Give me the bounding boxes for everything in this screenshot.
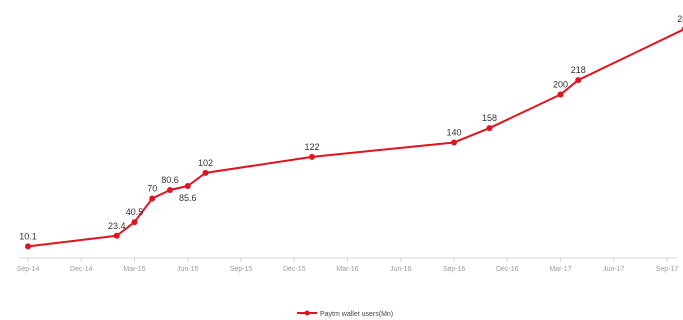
data-label: 10.1 [19,231,37,241]
x-tick-label: Sep-17 [656,266,679,273]
x-axis-ticks: Sep-14 Dec-14 Mar-15 Jun-15 Sep-15 Dec-15 Mar-… [17,258,679,273]
data-label: 102 [198,158,213,168]
data-points-layer [25,26,683,250]
data-point [149,195,156,202]
x-tick-label: Sep-15 [230,266,253,273]
data-point [451,139,457,146]
data-point [309,153,315,160]
data-point [557,91,564,98]
x-tick-label: Sep-14 [17,266,40,273]
data-label: 80.6 [161,175,179,185]
data-point [167,187,173,193]
x-tick-label: Jun-15 [177,266,199,273]
data-label: 70 [147,183,157,193]
x-tick-label: Jun-17 [603,266,625,273]
legend-marker [304,310,310,316]
data-label: 122 [304,142,319,152]
x-tick-label: Mar-16 [336,266,358,273]
data-label: 200 [553,79,568,89]
x-tick-label: Mar-15 [123,266,145,273]
x-tick-label: Jun-16 [390,266,412,273]
data-label: 158 [482,113,497,123]
data-label: 23.4 [108,221,126,231]
legend-label: Paytm wallet users(Mn) [320,311,393,318]
data-label: 85.6 [179,193,197,203]
data-point [486,125,493,132]
data-label: 218 [571,65,586,75]
data-labels-layer: 10.1 23.440.5 70 80.685.6 102 122 140 158 200218… [19,14,683,242]
data-label: 282 [677,14,683,24]
data-point [202,169,209,176]
data-point [575,77,582,84]
x-tick-label: Dec-14 [70,266,93,273]
x-tick-label: Mar-17 [549,266,571,273]
data-point [25,243,31,250]
data-label: 140 [446,127,461,137]
x-tick-label: Sep-16 [443,266,466,273]
legend: Paytm wallet users(Mn) [297,310,393,318]
x-tick-label: Dec-16 [496,266,519,273]
data-point [184,183,191,189]
data-point [113,232,120,239]
x-tick-label: Dec-15 [283,266,306,273]
data-point [131,219,138,226]
data-label: 40.5 [126,207,144,217]
